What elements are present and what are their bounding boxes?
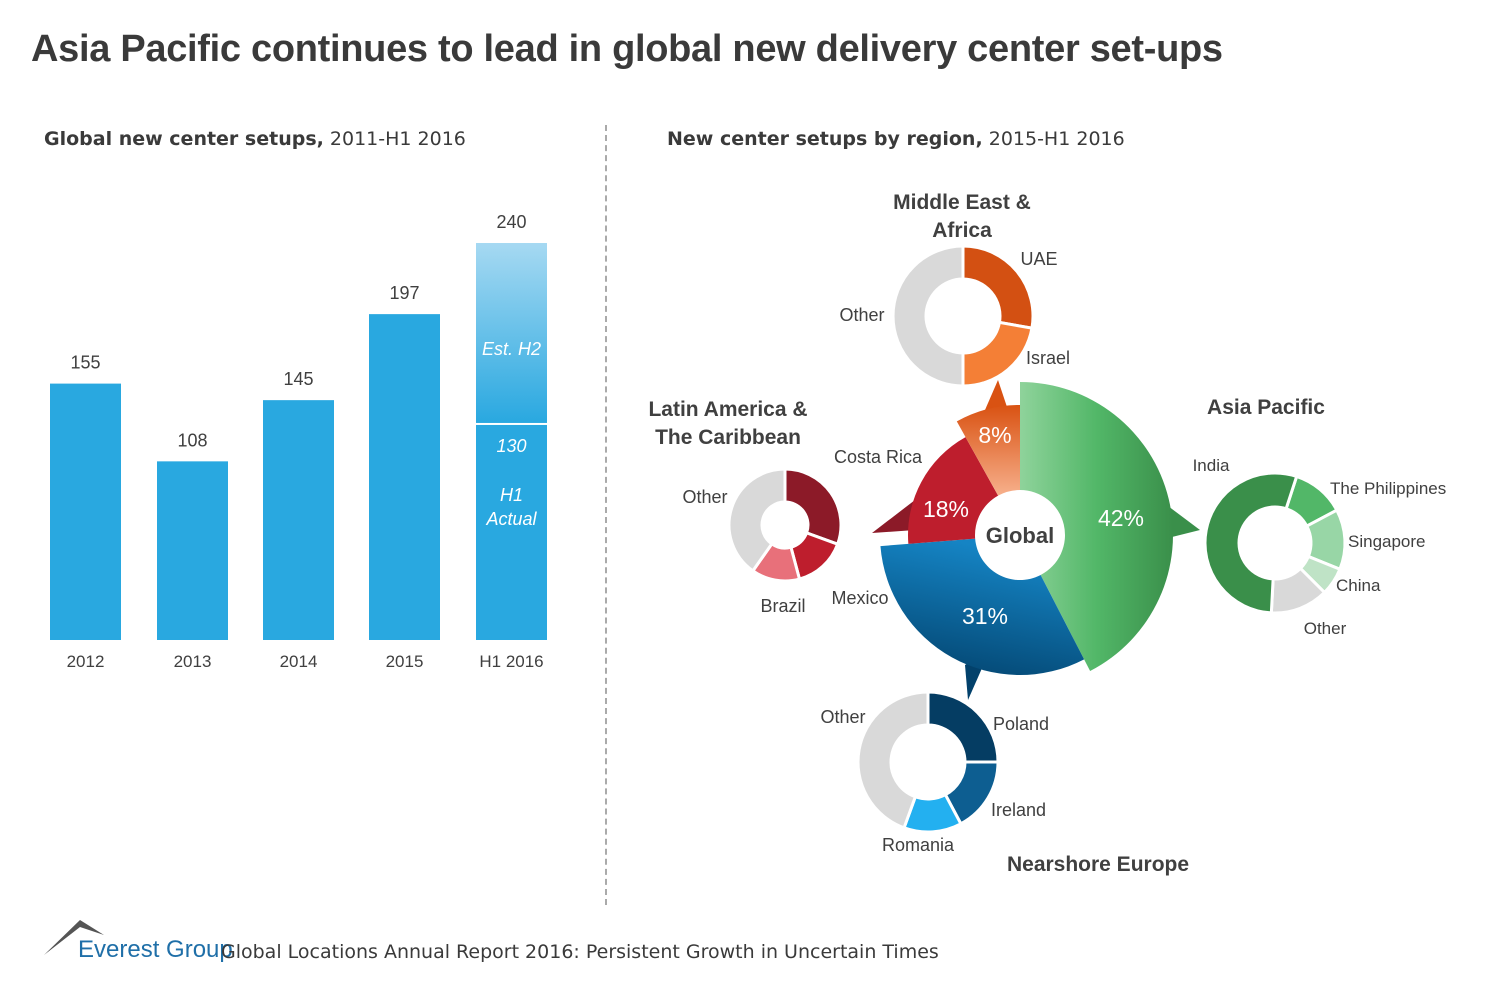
region-title: Nearshore Europe [1007, 853, 1189, 876]
footer-report-title: Global Locations Annual Report 2016: Per… [221, 941, 939, 963]
pie-slice-nearshore-europe [880, 538, 1085, 675]
pie-chart-subtitle: New center setups by region, 2015-H1 201… [667, 128, 1125, 150]
section-divider [605, 125, 607, 905]
donut-segment-costa-rica [783, 467, 843, 547]
x-tick-label: H1 2016 [479, 652, 543, 671]
actual-label-text: Actual [485, 509, 537, 529]
region-title-line-2: Africa [932, 219, 992, 242]
donut-segment-label: UAE [1020, 249, 1057, 269]
pie-slice-label: 8% [978, 422, 1011, 448]
pie-slice-middle-east-africa [956, 405, 1020, 496]
bar-2012 [50, 383, 121, 640]
everest-logo-mountain-icon [44, 920, 104, 955]
region-title: Middle East & [893, 191, 1031, 214]
bar-chart-subtitle: Global new center setups, 2011-H1 2016 [44, 128, 466, 150]
region-title: Asia Pacific [1207, 396, 1325, 419]
x-tick-label: 2014 [280, 652, 318, 671]
x-tick-label: 2012 [67, 652, 105, 671]
donut-segment-label: Brazil [760, 596, 805, 616]
pie-slice-asia-pacific [1020, 382, 1174, 671]
pie-slice-label: 18% [923, 496, 969, 522]
pie-slice-label: 31% [962, 603, 1008, 629]
donut-segment-label: India [1193, 456, 1230, 475]
donut-segment-label: Costa Rica [834, 447, 923, 467]
donut-segment-label: Other [839, 305, 884, 325]
x-tick-label: 2015 [386, 652, 424, 671]
donut-segment-label: Other [1304, 619, 1347, 638]
bar-value-label: 108 [177, 430, 207, 450]
donut-segment-label: Israel [1026, 348, 1070, 368]
donut-segment-label: Other [682, 487, 727, 507]
donut-segment-label: Mexico [831, 588, 888, 608]
donut-segment-label: Singapore [1348, 532, 1426, 551]
bar-chart-subtitle-bold: Global new center setups, [44, 128, 324, 150]
bar-h1-2016-actual [476, 424, 547, 640]
donut-segment-poland [926, 690, 1000, 764]
donut-segment-other [727, 467, 787, 573]
latam-callout [872, 500, 915, 533]
donut-segment-label: The Philippines [1330, 479, 1446, 498]
pie-center-label: Global [986, 523, 1054, 548]
bar-2014 [263, 400, 334, 640]
bar-h2-2016-estimate [476, 243, 547, 423]
bar-value-label: 240 [496, 212, 526, 232]
x-tick-label: 2013 [174, 652, 212, 671]
actual-label-h1: H1 [500, 485, 523, 505]
donut-segment-label: Romania [882, 835, 955, 855]
donut-segment-other [856, 690, 930, 830]
page-title: Asia Pacific continues to lead in global… [31, 28, 1223, 70]
everest-group-logo: Everest Group [78, 936, 233, 963]
bar-value-label: 145 [283, 369, 313, 389]
bar-value-label: 197 [389, 283, 419, 303]
estimate-label: Est. H2 [482, 339, 541, 359]
mea-callout [985, 380, 1008, 410]
donut-segment-israel [961, 320, 1034, 388]
pie-chart-subtitle-range: 2015-H1 2016 [982, 128, 1125, 150]
actual-value-label: 130 [496, 436, 526, 456]
pie-chart-subtitle-bold: New center setups by region, [667, 128, 983, 150]
donut-segment-label: China [1336, 576, 1381, 595]
donut-segment-india [1203, 471, 1299, 615]
region-title: Latin America & [648, 398, 807, 421]
pie-slice-latin-america-the-caribbean [908, 437, 999, 544]
pie-slice-label: 42% [1098, 505, 1144, 531]
donut-segment-label: Other [820, 707, 865, 727]
bar-2013 [157, 461, 228, 640]
bar-value-label: 155 [70, 353, 100, 373]
region-title-line-2: The Caribbean [655, 426, 801, 449]
donut-segment-other [891, 244, 965, 388]
bar-2015 [369, 314, 440, 640]
donut-segment-label: Poland [993, 714, 1049, 734]
bar-chart-subtitle-range: 2011-H1 2016 [323, 128, 466, 150]
donut-segment-uae [961, 244, 1035, 330]
donut-segment-label: Ireland [991, 800, 1046, 820]
